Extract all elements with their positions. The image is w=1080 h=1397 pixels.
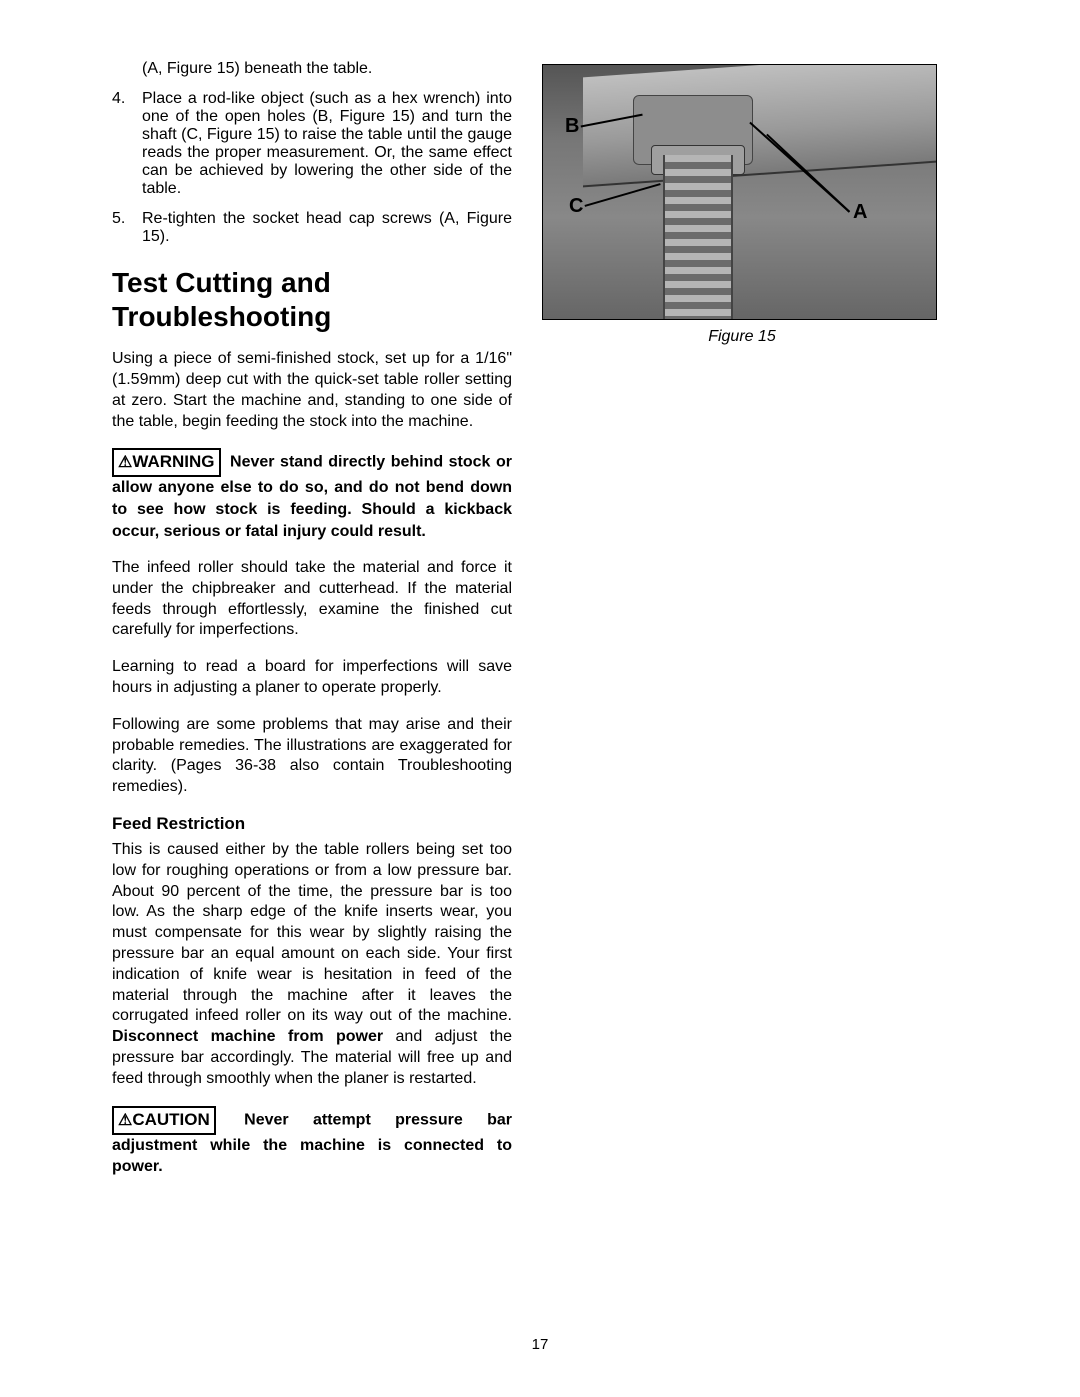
warning-badge-text: WARNING <box>132 452 214 471</box>
intro-paragraph: Using a piece of semi-finished stock, se… <box>112 349 512 432</box>
following-paragraph: Following are some problems that may ari… <box>112 715 512 798</box>
numbered-steps: 4. Place a rod-like object (such as a he… <box>112 90 512 246</box>
caution-paragraph: ⚠CAUTION Never attempt pressure bar adju… <box>112 1106 512 1178</box>
figure-label-a: A <box>853 201 867 224</box>
step-4: 4. Place a rod-like object (such as a he… <box>112 90 512 198</box>
caution-badge: ⚠CAUTION <box>112 1106 216 1135</box>
step-text: Place a rod-like object (such as a hex w… <box>142 90 512 198</box>
figure-15-image: B C A <box>542 64 937 320</box>
subhead-feed-restriction: Feed Restriction <box>112 814 512 834</box>
feed-restriction-paragraph: This is caused either by the table rolle… <box>112 840 512 1090</box>
figure-caption: Figure 15 <box>542 328 942 346</box>
step-text: Re-tighten the socket head cap screws (A… <box>142 210 512 246</box>
feed-text-bold: Disconnect machine from power <box>112 1028 383 1045</box>
page-number: 17 <box>0 1336 1080 1353</box>
caution-badge-text: CAUTION <box>132 1110 209 1129</box>
section-title: Test Cutting and Troubleshooting <box>112 266 512 333</box>
figure-leader-lines <box>543 65 936 319</box>
warning-badge: ⚠WARNING <box>112 448 221 477</box>
step-number: 4. <box>112 90 142 198</box>
figure-15-wrap: B C A Figure 15 <box>542 64 942 346</box>
infeed-paragraph: The infeed roller should take the materi… <box>112 558 512 641</box>
step-5: 5. Re-tighten the socket head cap screws… <box>112 210 512 246</box>
warning-triangle-icon: ⚠ <box>118 452 132 474</box>
right-column: B C A Figure 15 <box>542 60 942 1194</box>
figure-label-b: B <box>565 115 579 138</box>
left-column: (A, Figure 15) beneath the table. 4. Pla… <box>112 60 512 1194</box>
figure-label-c: C <box>569 195 583 218</box>
learning-paragraph: Learning to read a board for imperfectio… <box>112 657 512 699</box>
warning-paragraph: ⚠WARNING Never stand directly behind sto… <box>112 448 512 542</box>
step-number: 5. <box>112 210 142 246</box>
two-column-layout: (A, Figure 15) beneath the table. 4. Pla… <box>112 60 968 1194</box>
caution-triangle-icon: ⚠ <box>118 1110 132 1132</box>
feed-text-a: This is caused either by the table rolle… <box>112 841 512 1024</box>
continued-line: (A, Figure 15) beneath the table. <box>112 60 512 78</box>
